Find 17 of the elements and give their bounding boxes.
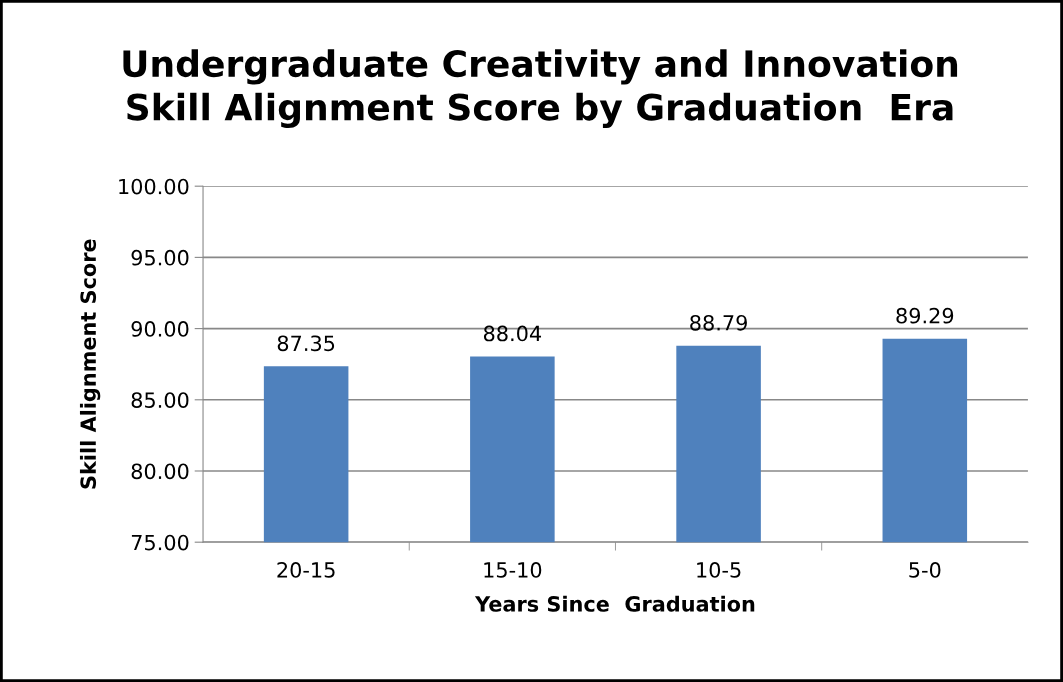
y-tick-label: 75.00 (131, 534, 189, 551)
x-tick-label: 10-5 (697, 562, 741, 578)
data-label: 87.35 (277, 335, 335, 352)
data-label: 88.79 (690, 314, 747, 331)
y-tick-label: 95.00 (131, 249, 189, 266)
x-tick-label: 20-15 (277, 562, 335, 578)
y-tick-label: 90.00 (131, 321, 189, 337)
x-tick-label: 5-0 (909, 562, 941, 578)
data-label: 88.04 (483, 325, 542, 342)
y-tick-label: 85.00 (131, 392, 189, 408)
x-axis-title: Years Since Graduation (474, 595, 755, 612)
chart-title: Undergraduate Creativity and Innovation Skill Alignment Score by Graduation Era (123, 49, 958, 129)
x-tick-label: 15-10 (484, 562, 542, 578)
y-tick-label: 100.00 (119, 178, 189, 195)
y-tick-label: 80.00 (131, 463, 189, 480)
data-label: 89.29 (896, 307, 954, 324)
y-axis-title: Skill Alignment Score (79, 239, 101, 489)
